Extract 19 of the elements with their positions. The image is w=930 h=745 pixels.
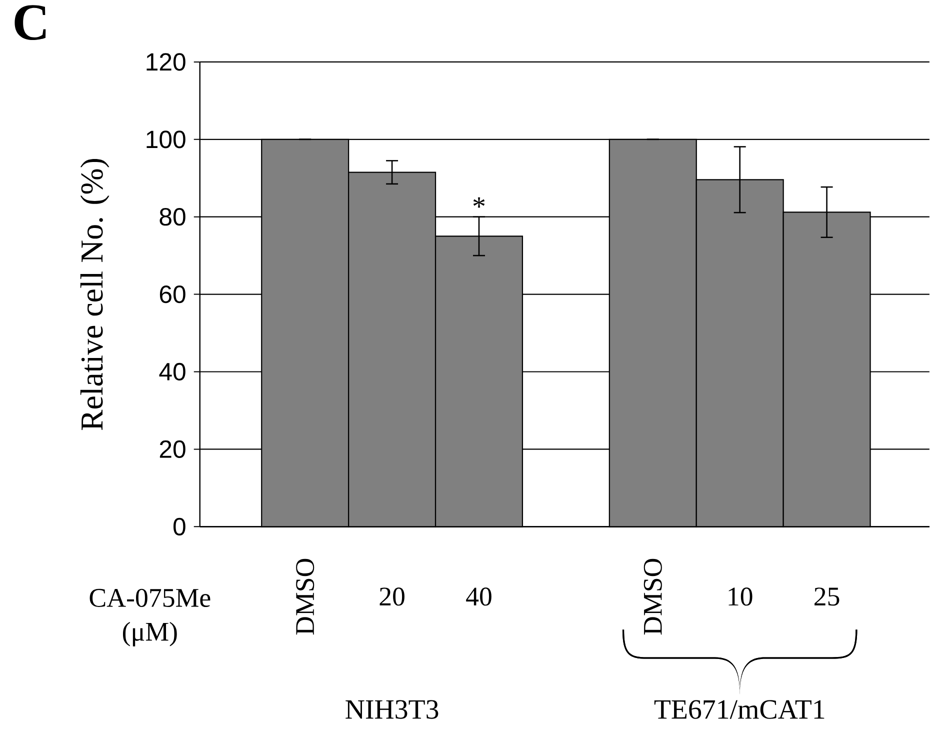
annotation: * xyxy=(473,198,485,208)
x-tick-label: DMSO xyxy=(296,559,314,635)
text: TE671/mCAT1 xyxy=(654,700,824,720)
y-tick-label: 0 xyxy=(173,518,186,536)
x-tick-label: 10 xyxy=(728,588,752,606)
y-tick-label: 120 xyxy=(146,53,186,72)
y-tick-label: 80 xyxy=(160,208,186,226)
y-axis-title: Relative cell No. (%) xyxy=(80,159,110,430)
y-tick-label: 60 xyxy=(160,286,186,304)
text: CA-075Me (μM) xyxy=(90,589,210,647)
text: C xyxy=(14,5,46,40)
x-tick-label: DMSO xyxy=(644,559,662,635)
y-tick-label: 20 xyxy=(160,440,186,458)
x-tick-label: 40 xyxy=(466,588,492,606)
x-tick-label: 25 xyxy=(814,588,840,606)
y-tick-label: 100 xyxy=(146,130,186,148)
x-tick-label: 20 xyxy=(380,588,404,606)
text: NIH3T3 xyxy=(346,700,438,720)
y-tick-label: 40 xyxy=(159,363,186,381)
